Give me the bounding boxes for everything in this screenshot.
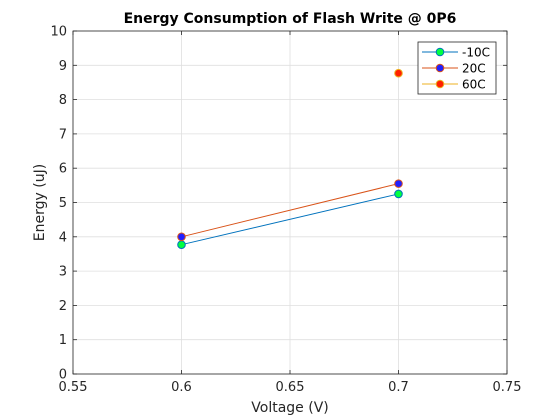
y-tick-label: 4 bbox=[59, 230, 67, 245]
data-point-10c bbox=[394, 189, 403, 199]
data-series bbox=[177, 68, 403, 249]
y-tick-label: 6 bbox=[59, 162, 67, 177]
x-axis-label: Voltage (V) bbox=[251, 400, 328, 416]
x-tick-label: 0.55 bbox=[59, 380, 88, 395]
x-tick-label: 0.6 bbox=[171, 380, 192, 395]
chart-title: Energy Consumption of Flash Write @ 0P6 bbox=[124, 11, 457, 27]
series-line-20c bbox=[181, 183, 399, 238]
legend-marker-60c bbox=[435, 79, 445, 89]
y-tick-label: 2 bbox=[59, 299, 67, 314]
x-tick-label: 0.7 bbox=[388, 380, 409, 395]
legend-marker-10c bbox=[435, 47, 445, 57]
legend-label-60c: 60C bbox=[462, 78, 486, 92]
grid bbox=[72, 30, 508, 375]
x-tick-label: 0.65 bbox=[276, 380, 305, 395]
legend-label-20c: 20C bbox=[462, 62, 486, 76]
y-tick-label: 0 bbox=[59, 368, 67, 383]
y-tick-label: 7 bbox=[59, 127, 67, 142]
legend-marker-20c bbox=[435, 63, 445, 73]
y-tick-label: 5 bbox=[59, 196, 67, 211]
data-point-10c bbox=[177, 240, 186, 249]
x-tick-label: 0.75 bbox=[493, 380, 522, 395]
data-point-20c bbox=[394, 179, 403, 188]
y-axis-label: Energy (uJ) bbox=[32, 164, 48, 241]
legend-label-10c: -10C bbox=[462, 46, 490, 60]
data-point-60c bbox=[394, 68, 403, 78]
legend: -10C 20C 60C bbox=[417, 41, 497, 95]
y-tick-label: 3 bbox=[59, 265, 67, 280]
data-point-20c bbox=[177, 232, 186, 242]
series-line-10c bbox=[181, 193, 399, 246]
y-tick-label: 9 bbox=[59, 59, 67, 74]
y-tick-label: 10 bbox=[50, 25, 67, 40]
y-tick-label: 8 bbox=[59, 93, 67, 108]
axis-ticks: 0.55 0.6 0.65 0.7 0.75 0 1 2 3 4 5 6 7 8 9 10 bbox=[50, 25, 521, 396]
y-tick-label: 1 bbox=[59, 333, 67, 348]
